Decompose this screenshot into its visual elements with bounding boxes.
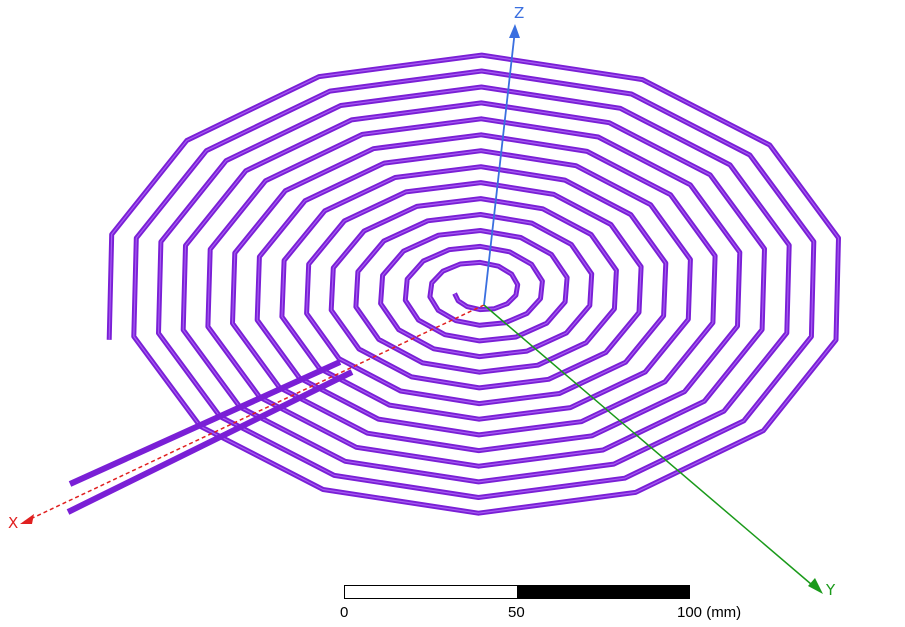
x-axis [23, 304, 485, 523]
scale-bar [344, 585, 690, 599]
spiral-coil-model [66, 52, 841, 516]
y-axis-label: Y [826, 581, 836, 599]
x-axis-arrowhead [20, 514, 34, 524]
scale-bar-segment-black [517, 586, 689, 598]
z-axis-label: Z [514, 4, 525, 22]
z-axis [483, 29, 516, 306]
scale-tick-50: 50 [508, 604, 525, 621]
x-axis-label: X [8, 514, 19, 532]
coil-lead-wire-1 [68, 359, 342, 487]
scale-bar-segment-white [345, 586, 517, 598]
scale-tick-0: 0 [340, 604, 349, 621]
scale-tick-100: 100 (mm) [677, 604, 742, 621]
z-axis-arrowhead [509, 24, 520, 38]
y-axis-arrowhead [808, 578, 823, 594]
y-axis [483, 304, 819, 591]
coil-winding-highlight [108, 54, 840, 514]
coil-lead-wire-2 [66, 369, 354, 515]
